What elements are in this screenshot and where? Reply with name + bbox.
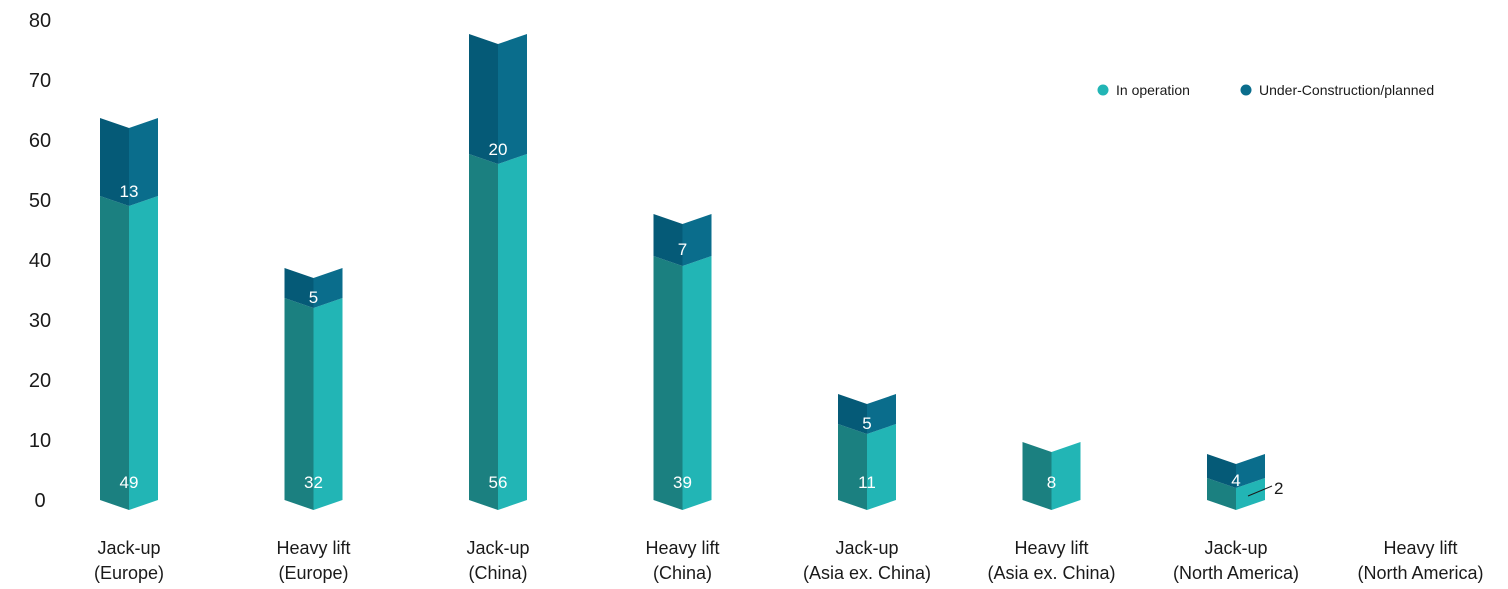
data-label-in-operation: 32	[304, 473, 323, 492]
x-category-label: (North America)	[1357, 563, 1483, 583]
x-category-label: (Europe)	[94, 563, 164, 583]
bar-face-right	[867, 424, 896, 510]
bar-face-right	[1236, 478, 1265, 510]
bar-in-operation	[284, 298, 343, 510]
y-tick-label: 10	[29, 430, 51, 452]
data-label-leader	[1247, 485, 1273, 497]
bar-face-left	[838, 424, 867, 510]
bar-in-operation	[1022, 442, 1081, 510]
bar-group	[653, 214, 712, 510]
x-category-label: (Asia ex. China)	[987, 563, 1115, 583]
bar-face-left	[653, 256, 683, 510]
y-tick-label: 30	[29, 310, 51, 332]
legend-label-under-construction: Under-Construction/planned	[1259, 82, 1434, 98]
x-category-label: Heavy lift	[276, 538, 350, 558]
bar-group	[100, 118, 158, 510]
bar-face-right	[313, 268, 343, 308]
legend-swatch-under-construction	[1240, 84, 1252, 96]
y-tick-label: 60	[29, 130, 51, 152]
data-label-in-operation: 8	[1047, 473, 1056, 492]
bar-face-left	[284, 298, 314, 510]
bar-face-left	[1022, 442, 1052, 510]
bar-face-left	[284, 268, 314, 308]
x-axis: Jack-up (Europe) Heavy lift (Europe) Jack-up…	[94, 538, 1484, 583]
x-category-label: (North America)	[1173, 563, 1299, 583]
bar-face-left	[1207, 454, 1236, 488]
bars: 49 13 32 5 56 20 39 7 11 5 8 2 4	[100, 34, 1283, 510]
data-label-in-operation: 56	[489, 473, 508, 492]
data-label-under-construction: 5	[309, 288, 318, 307]
x-category-label: Heavy lift	[645, 538, 719, 558]
bar-under-construction	[838, 394, 896, 434]
x-category-label: Jack-up	[466, 538, 529, 558]
bar-face-left	[1207, 478, 1236, 510]
bar-face-right	[498, 34, 527, 164]
x-category-label: Jack-up	[97, 538, 160, 558]
legend-label-in-operation: In operation	[1116, 82, 1190, 98]
data-label-under-construction: 7	[678, 240, 687, 259]
bar-face-right	[682, 256, 712, 510]
y-tick-label: 80	[29, 10, 51, 32]
legend-swatch-in-operation	[1097, 84, 1109, 96]
y-axis: 0 10 20 30 40 50 60 70 80	[29, 10, 51, 512]
bar-face-right	[129, 118, 158, 206]
bar-group	[284, 268, 343, 510]
x-category-label: (China)	[653, 563, 712, 583]
y-tick-label: 0	[34, 490, 45, 512]
x-category-label: (China)	[468, 563, 527, 583]
x-category-label: Heavy lift	[1014, 538, 1088, 558]
y-tick-label: 50	[29, 190, 51, 212]
y-tick-label: 40	[29, 250, 51, 272]
bar-in-operation	[469, 154, 527, 510]
bar-face-right	[1051, 442, 1081, 510]
bar-face-left	[100, 118, 129, 206]
bar-group	[838, 394, 896, 510]
bar-face-right	[682, 214, 712, 266]
bar-under-construction	[100, 118, 158, 206]
data-label-under-construction: 4	[1231, 471, 1240, 490]
data-label-under-construction: 13	[120, 182, 139, 201]
bar-under-construction	[284, 268, 343, 308]
bar-under-construction	[1207, 454, 1265, 488]
bar-in-operation	[653, 256, 712, 510]
bar-under-construction	[469, 34, 527, 164]
bar-in-operation	[1207, 478, 1265, 510]
bar-face-left	[838, 394, 867, 434]
bar-face-right	[498, 154, 527, 510]
bar-face-left	[469, 154, 498, 510]
data-label-in-operation: 49	[120, 473, 139, 492]
bar-face-right	[129, 196, 158, 510]
x-category-label: (Asia ex. China)	[803, 563, 931, 583]
data-label-in-operation: 2	[1274, 479, 1283, 498]
bar-face-left	[100, 196, 129, 510]
bar-face-left	[469, 34, 498, 164]
bar-face-right	[1236, 454, 1265, 488]
bar-in-operation	[100, 196, 158, 510]
bar-under-construction	[653, 214, 712, 266]
x-category-label: (Europe)	[278, 563, 348, 583]
data-label-in-operation: 11	[858, 473, 876, 492]
bar-face-right	[867, 394, 896, 434]
bar-in-operation	[838, 424, 896, 510]
bar-group	[1022, 442, 1081, 510]
bar-face-right	[313, 298, 343, 510]
legend: In operation Under-Construction/planned	[1097, 82, 1434, 98]
x-category-label: Jack-up	[835, 538, 898, 558]
bar-face-left	[653, 214, 683, 266]
x-category-label: Jack-up	[1204, 538, 1267, 558]
data-label-under-construction: 20	[489, 140, 508, 159]
data-label-under-construction: 5	[862, 414, 871, 433]
bar-group	[1207, 454, 1265, 510]
x-category-label: Heavy lift	[1383, 538, 1457, 558]
y-tick-label: 70	[29, 70, 51, 92]
y-tick-label: 20	[29, 370, 51, 392]
data-label-in-operation: 39	[673, 473, 692, 492]
bar-group	[469, 34, 527, 510]
